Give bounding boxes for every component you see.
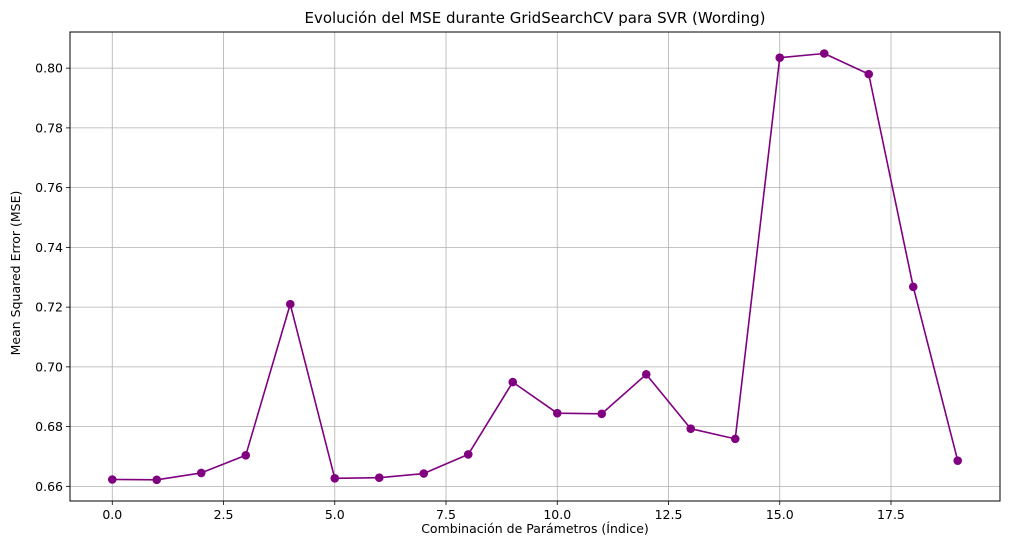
- x-tick-label: 12.5: [655, 507, 683, 522]
- y-axis: 0.66 0.68 0.70 0.72 0.74 0.76 0.78 0.80: [35, 61, 70, 494]
- x-tick-label: 15.0: [766, 507, 794, 522]
- data-point: [330, 473, 340, 483]
- data-point: [196, 468, 206, 478]
- data-point: [107, 475, 117, 484]
- series-line: [112, 52, 959, 481]
- plot-frame: [69, 31, 1001, 502]
- y-tick-label: 0.74: [35, 240, 63, 255]
- x-axis: 0.0 2.5 5.0 7.5 10.0 12.5 15.0 17.5: [102, 501, 905, 522]
- y-tick-label: 0.72: [35, 300, 63, 315]
- data-point: [552, 408, 562, 418]
- x-axis-label: Combinación de Parámetros (Índice): [421, 521, 649, 536]
- data-point: [419, 469, 429, 478]
- x-tick-label: 2.5: [214, 507, 234, 522]
- data-point: [908, 282, 918, 292]
- data-point: [641, 370, 651, 379]
- data-point: [597, 409, 607, 419]
- chart-title: Evolución del MSE durante GridSearchCV p…: [304, 9, 765, 27]
- x-tick-label: 5.0: [325, 507, 345, 522]
- data-point: [508, 377, 518, 387]
- data-point: [730, 434, 740, 444]
- series-group: [107, 49, 963, 485]
- y-tick-label: 0.66: [35, 479, 63, 494]
- data-point: [864, 69, 874, 79]
- data-point: [775, 53, 785, 62]
- x-tick-label: 7.5: [436, 507, 456, 522]
- y-tick-label: 0.80: [35, 61, 63, 76]
- grid: [70, 32, 1000, 501]
- y-tick-label: 0.68: [35, 419, 63, 434]
- data-point: [152, 475, 162, 485]
- data-point: [463, 450, 473, 459]
- x-tick-label: 17.5: [877, 507, 905, 522]
- data-point: [241, 450, 251, 460]
- data-point: [285, 299, 295, 309]
- y-tick-label: 0.76: [35, 180, 63, 195]
- x-tick-label: 10.0: [543, 507, 571, 522]
- data-point: [953, 456, 963, 465]
- y-axis-label: Mean Squared Error (MSE): [8, 191, 23, 356]
- data-point: [819, 49, 829, 58]
- x-tick-label: 0.0: [102, 507, 122, 522]
- y-tick-label: 0.78: [35, 120, 63, 135]
- data-point: [686, 424, 696, 434]
- data-point: [374, 473, 384, 482]
- y-tick-label: 0.70: [35, 359, 63, 374]
